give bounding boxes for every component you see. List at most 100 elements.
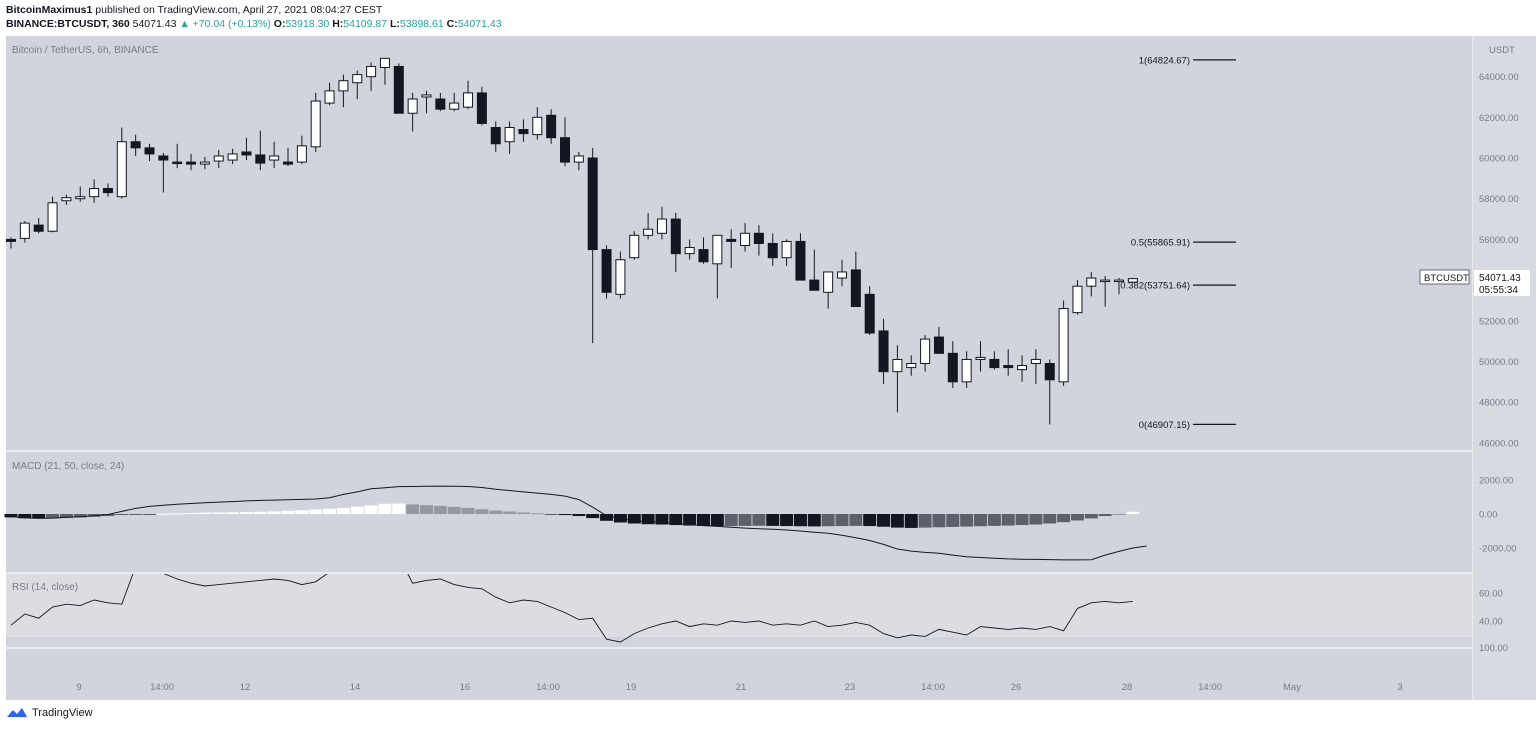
macd-histogram-bar (336, 507, 350, 514)
macd-histogram-bar (683, 514, 697, 526)
high-value: 54109.87 (343, 18, 388, 30)
last-price: 54071.43 (132, 18, 177, 30)
rsi-tick-label: 60.00 (1479, 589, 1503, 600)
candle-up (1127, 278, 1138, 283)
macd-histogram-bar (849, 514, 863, 526)
time-ticks: 9 14:00 12 14 16 14:00 19 21 23 14:00 26 28 14:00 May… (76, 682, 1402, 693)
macd-histogram-bar (46, 514, 60, 519)
macd-histogram-bar (364, 505, 378, 514)
macd-tick-label: 2000.00 (1479, 476, 1513, 487)
candle-up (116, 141, 127, 198)
candle-up (310, 100, 321, 148)
candle-up (269, 155, 280, 161)
candle-down (587, 157, 598, 251)
candle-up (61, 197, 72, 202)
macd-line (10, 485, 1147, 561)
macd-histogram-bar (1001, 514, 1015, 526)
macd-histogram-bar (156, 513, 170, 515)
symbol-label: BINANCE:BTCUSDT, 360 (6, 18, 130, 30)
candle-down (864, 293, 875, 334)
last-symbol-tag: BTCUSDT (1424, 273, 1469, 284)
macd-histogram-bar (752, 514, 766, 526)
candle-down (670, 218, 681, 255)
candle-up (1086, 277, 1097, 287)
macd-histogram-bar (544, 514, 558, 515)
candle-up (324, 90, 335, 104)
macd-histogram-bar (32, 514, 46, 519)
candle-up (781, 240, 792, 259)
macd-histogram-bar (835, 514, 849, 527)
candle-up (75, 196, 86, 200)
time-tick-label: 14:00 (536, 682, 560, 693)
fib-label: 0(46907.15) (1139, 420, 1190, 431)
candle-down (947, 352, 958, 383)
macd-histogram-bar (489, 510, 503, 514)
fib-levels[interactable]: 1(64824.67) 0.5(55865.91) 0.382(53751.64) 0… (1120, 55, 1236, 431)
footer-brand[interactable]: TradingView (6, 707, 93, 719)
high-label: H: (332, 18, 344, 30)
candle-down (698, 249, 709, 263)
macd-label: MACD (21, 50, close, 24) (12, 461, 124, 472)
candle-up (47, 202, 58, 232)
macd-histogram-bar (655, 514, 669, 525)
macd-histogram-bar (101, 514, 115, 517)
candle-down (241, 151, 252, 156)
time-tick-label: 14:00 (150, 682, 174, 693)
macd-histogram-bar (960, 514, 974, 527)
candle-up (338, 80, 349, 92)
rsi-label: RSI (14, close) (12, 582, 78, 593)
candle-up (19, 222, 30, 239)
candle-down (518, 129, 529, 135)
low-label: L: (390, 18, 400, 30)
candle-up (1017, 365, 1028, 371)
rsi-ticks: 60.00 40.00 100.00 (1479, 589, 1508, 655)
candle-down (158, 155, 169, 161)
candle-up (379, 57, 390, 68)
candle-down (144, 147, 155, 155)
candle-up (892, 358, 903, 373)
price-tick-label: 58000.00 (1479, 194, 1519, 205)
published-info: published on TradingView.com, April 27, … (95, 4, 383, 16)
time-tick-label: May (1283, 682, 1301, 693)
price-tick-label: 56000.00 (1479, 235, 1519, 246)
candle-up (975, 356, 986, 360)
candle-down (102, 188, 113, 194)
macd-histogram-bar (378, 503, 392, 514)
macd-histogram-bar (503, 511, 517, 514)
macd-histogram-bar (115, 514, 129, 516)
candle-up (615, 259, 626, 295)
price-tick-label: 52000.00 (1479, 316, 1519, 327)
candle-up (961, 358, 972, 383)
macd-histogram-bar (724, 514, 738, 527)
time-tick-label: 14 (350, 682, 361, 693)
macd-histogram-bar (1084, 514, 1098, 519)
last-price-tag: BTCUSDT 54071.43 05:55:34 (1419, 269, 1530, 296)
candle-down (878, 330, 889, 373)
fib-label: 0.382(53751.64) (1120, 281, 1190, 292)
candle-down (476, 92, 487, 124)
price-axis[interactable] (1473, 36, 1536, 700)
macd-histogram-bar (184, 512, 198, 514)
candle-down (850, 269, 861, 308)
macd-histogram-bar (73, 514, 87, 518)
macd-histogram-bar (974, 514, 987, 527)
candle-down (1044, 363, 1055, 381)
candle-up (213, 155, 224, 162)
candle-down (546, 114, 557, 139)
macd-histogram-bar (863, 514, 877, 527)
macd-histogram-bar (129, 514, 143, 515)
time-tick-label: 23 (845, 682, 856, 693)
time-tick-label: 21 (736, 682, 747, 693)
macd-histogram-bar (1126, 511, 1140, 514)
macd-histogram-bar (1057, 514, 1071, 523)
macd-histogram-bar (170, 513, 184, 515)
candle-up (227, 153, 238, 161)
candle-up (1030, 358, 1041, 365)
macd-histogram-bar (530, 513, 544, 515)
candle-up (629, 234, 640, 259)
candle-up (573, 155, 584, 163)
author-name[interactable]: BitcoinMaximus1 (6, 4, 93, 16)
candle-up (920, 338, 931, 365)
candle-up (407, 98, 418, 114)
